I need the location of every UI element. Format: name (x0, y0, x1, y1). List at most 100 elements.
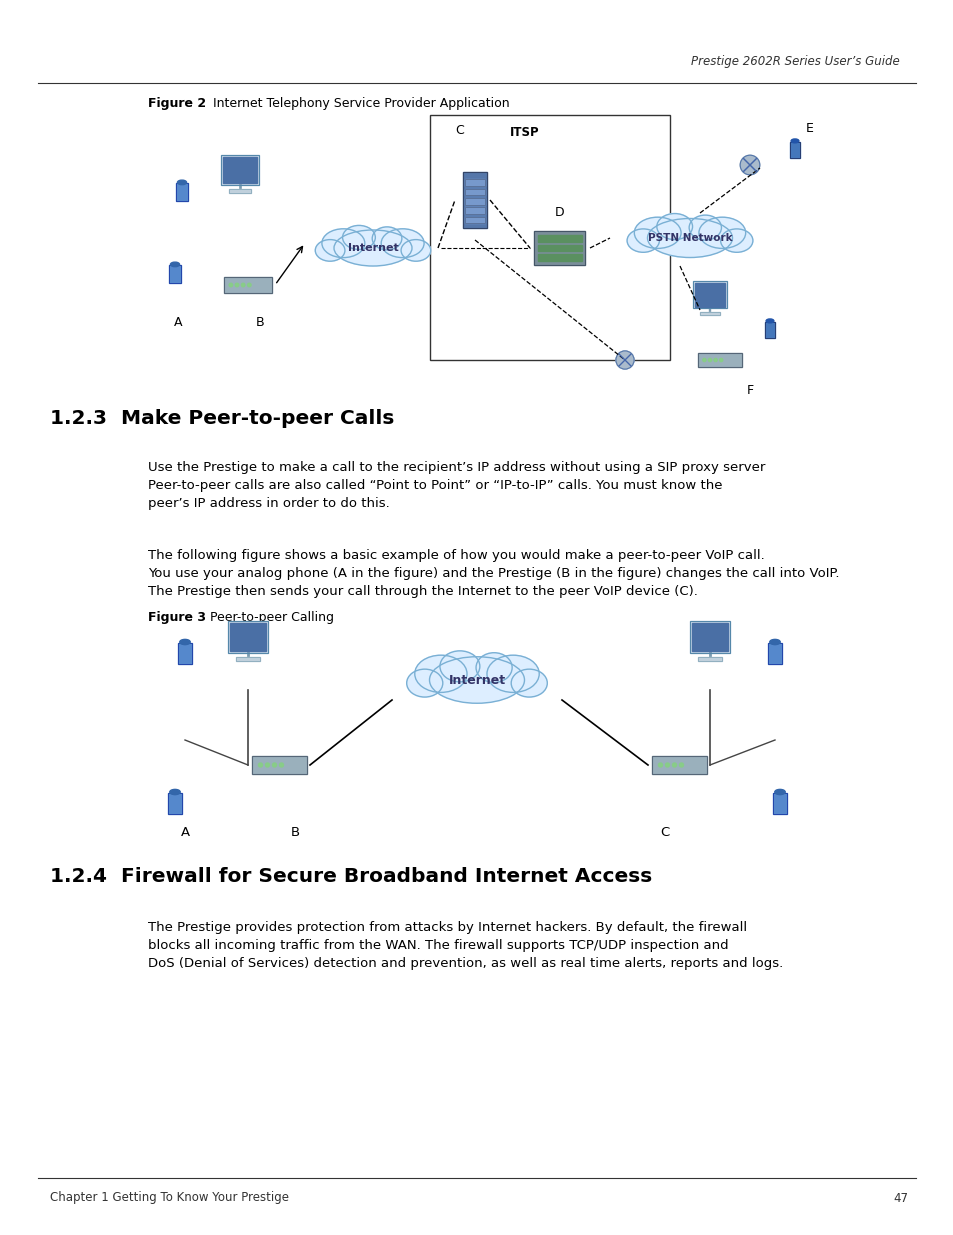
Text: Prestige 2602R Series User’s Guide: Prestige 2602R Series User’s Guide (691, 56, 899, 68)
Bar (698, 657, 721, 661)
Bar (773, 793, 786, 814)
Bar (692, 282, 726, 309)
Ellipse shape (334, 230, 412, 266)
Bar (224, 277, 272, 293)
Bar (464, 207, 485, 214)
Bar (169, 266, 181, 283)
Bar (534, 231, 585, 266)
Bar (223, 157, 256, 183)
Ellipse shape (765, 319, 773, 322)
Bar (168, 793, 182, 814)
Ellipse shape (769, 640, 780, 645)
Bar (789, 142, 800, 158)
Circle shape (702, 358, 705, 362)
Bar (691, 622, 727, 651)
Bar (221, 154, 258, 185)
Bar (230, 622, 266, 651)
Bar (176, 183, 188, 201)
Text: blocks all incoming traffic from the WAN. The firewall supports TCP/UDP inspecti: blocks all incoming traffic from the WAN… (148, 940, 728, 952)
Bar (767, 642, 781, 663)
Bar (698, 353, 741, 367)
Ellipse shape (170, 789, 180, 794)
Text: Peer-to-peer calls are also called “Point to Point” or “IP-to-IP” calls. You mus: Peer-to-peer calls are also called “Poin… (148, 479, 721, 493)
Text: The Prestige provides protection from attacks by Internet hackers. By default, t: The Prestige provides protection from at… (148, 921, 746, 935)
Ellipse shape (720, 228, 752, 252)
Bar (652, 756, 707, 774)
Bar (178, 642, 192, 663)
Text: Figure 2: Figure 2 (148, 96, 206, 110)
Ellipse shape (486, 656, 538, 693)
Circle shape (258, 763, 262, 767)
Bar (694, 283, 724, 306)
Bar (462, 173, 486, 227)
Circle shape (708, 358, 711, 362)
Text: B: B (290, 825, 299, 839)
Circle shape (665, 763, 669, 767)
Ellipse shape (688, 215, 720, 240)
Text: Use the Prestige to make a call to the recipient’s IP address without using a SI: Use the Prestige to make a call to the r… (148, 462, 764, 474)
Ellipse shape (774, 789, 784, 794)
Ellipse shape (699, 217, 745, 248)
Ellipse shape (634, 217, 680, 248)
Text: 1.2.4  Firewall for Secure Broadband Internet Access: 1.2.4 Firewall for Secure Broadband Inte… (50, 867, 652, 885)
Circle shape (713, 358, 717, 362)
Bar (464, 179, 485, 186)
Circle shape (247, 283, 251, 287)
Ellipse shape (381, 228, 424, 258)
Text: Internet Telephony Service Provider Application: Internet Telephony Service Provider Appl… (201, 96, 509, 110)
Bar (700, 311, 720, 315)
Circle shape (679, 763, 682, 767)
Bar (764, 322, 775, 338)
Ellipse shape (177, 180, 187, 185)
Circle shape (235, 283, 238, 287)
Text: Peer-to-peer Calling: Peer-to-peer Calling (198, 610, 334, 624)
Text: D: D (555, 205, 564, 219)
Text: The following figure shows a basic example of how you would make a peer-to-peer : The following figure shows a basic examp… (148, 550, 764, 562)
Ellipse shape (400, 240, 430, 261)
Circle shape (279, 763, 283, 767)
Circle shape (740, 156, 759, 175)
Text: Internet: Internet (448, 673, 505, 687)
Circle shape (719, 358, 722, 362)
Ellipse shape (790, 140, 798, 143)
Ellipse shape (476, 653, 512, 683)
Text: A: A (180, 825, 190, 839)
Ellipse shape (415, 656, 467, 693)
Bar (464, 198, 485, 205)
Ellipse shape (372, 227, 401, 249)
Ellipse shape (314, 240, 345, 261)
Ellipse shape (342, 226, 375, 249)
Ellipse shape (171, 262, 179, 267)
Circle shape (265, 763, 269, 767)
Text: B: B (255, 315, 264, 329)
Text: PSTN Network: PSTN Network (647, 233, 732, 243)
Bar (462, 173, 486, 227)
Text: Figure 3: Figure 3 (148, 610, 206, 624)
Bar (228, 621, 268, 653)
Bar (689, 621, 729, 653)
Text: Internet: Internet (347, 243, 398, 253)
Bar (464, 179, 485, 186)
Text: ITSP: ITSP (510, 126, 539, 140)
Text: E: E (805, 121, 813, 135)
Text: peer’s IP address in order to do this.: peer’s IP address in order to do this. (148, 498, 390, 510)
Ellipse shape (439, 651, 479, 682)
Bar (464, 207, 485, 214)
Bar (767, 642, 781, 663)
Text: F: F (745, 384, 753, 396)
Circle shape (229, 283, 233, 287)
Text: A: A (173, 315, 182, 329)
Text: The Prestige then sends your call through the Internet to the peer VoIP device (: The Prestige then sends your call throug… (148, 585, 698, 599)
Ellipse shape (429, 657, 524, 703)
Circle shape (672, 763, 676, 767)
Bar (537, 254, 581, 261)
Ellipse shape (511, 669, 547, 697)
Bar (464, 189, 485, 195)
Ellipse shape (657, 214, 692, 240)
Bar (168, 793, 182, 814)
Bar (228, 621, 268, 653)
Circle shape (241, 283, 245, 287)
Bar (430, 115, 669, 359)
Bar (698, 657, 721, 661)
Bar (221, 154, 258, 185)
